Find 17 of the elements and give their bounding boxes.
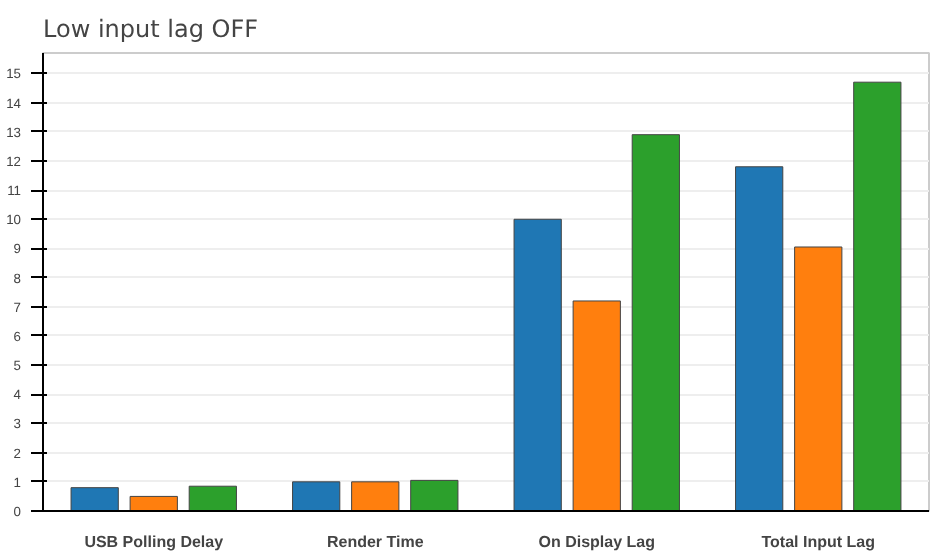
bar [129,495,178,511]
bar [794,246,843,511]
chart-title: Low input lag OFF [43,15,259,43]
x-tick-label: Total Input Lag [761,533,876,551]
bar [188,485,237,511]
bar [292,481,341,511]
bar [631,134,680,511]
bar [513,218,562,511]
bar [351,481,400,511]
bar [410,479,459,511]
bar [735,166,784,511]
x-tick-label: USB Polling Delay [84,533,225,551]
x-tick-label: On Display Lag [538,533,656,551]
bar [572,300,621,511]
bar [70,487,119,511]
x-tick-label: Render Time [326,533,425,551]
bar [853,81,902,511]
